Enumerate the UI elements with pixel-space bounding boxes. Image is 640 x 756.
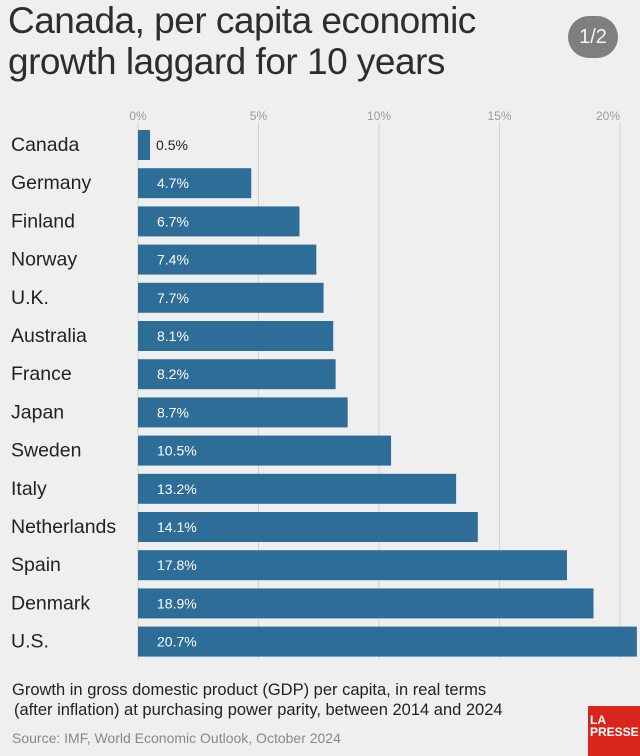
category-label: U.K. [11, 287, 49, 309]
bar[interactable] [138, 206, 300, 237]
la-presse-logo[interactable]: LA PRESSE [588, 706, 640, 756]
x-tick-label: 0% [129, 109, 147, 123]
source-note: Source: IMF, World Economic Outlook, Oct… [12, 730, 341, 746]
caption-line-1: Growth in gross domestic product (GDP) p… [12, 681, 487, 699]
category-label: Canada [11, 134, 79, 156]
category-label: Norway [11, 249, 77, 271]
chart-caption: Growth in gross domestic product (GDP) p… [12, 680, 572, 720]
bar[interactable] [138, 244, 317, 275]
category-label: Finland [11, 210, 75, 232]
value-label: 8.7% [157, 404, 189, 420]
x-tick-label: 20% [596, 109, 620, 123]
category-label: France [11, 363, 72, 385]
value-label: 8.1% [157, 328, 189, 344]
value-label: 8.2% [157, 366, 189, 382]
caption-line-2: (after inflation) at purchasing power pa… [14, 701, 503, 719]
value-label: 14.1% [157, 519, 197, 535]
bar[interactable] [138, 282, 324, 313]
bar[interactable] [138, 473, 457, 504]
chart-title: Canada, per capita economic growth lagga… [8, 0, 476, 82]
bar[interactable] [138, 512, 478, 542]
category-label: U.S. [11, 631, 49, 653]
value-label: 18.9% [157, 595, 197, 611]
value-label: 6.7% [157, 213, 189, 229]
category-label: Italy [11, 478, 47, 500]
category-label: Netherlands [11, 516, 116, 538]
logo-line-2: PRESSE [590, 725, 639, 739]
bar[interactable] [138, 359, 336, 390]
bar[interactable] [138, 588, 594, 619]
value-label: 0.5% [156, 137, 188, 153]
value-label: 13.2% [157, 481, 197, 497]
bar[interactable] [138, 397, 348, 428]
category-label: Spain [11, 554, 61, 576]
x-tick-label: 5% [250, 109, 268, 123]
x-tick-label: 10% [367, 109, 391, 123]
category-label: Germany [11, 172, 91, 194]
value-label: 7.7% [157, 290, 189, 306]
category-label: Denmark [11, 592, 90, 614]
category-label: Sweden [11, 440, 81, 462]
x-tick-label: 15% [487, 109, 511, 123]
bar[interactable] [138, 321, 334, 351]
category-label: Japan [11, 401, 64, 423]
bar[interactable] [138, 168, 252, 199]
bar[interactable] [138, 550, 567, 581]
value-label: 7.4% [157, 252, 189, 268]
bar[interactable] [138, 130, 151, 160]
bar-chart: 0% 5% 10% 15% 20% Canada 0.5% Germany 4.7% Finlan… [11, 109, 637, 660]
value-label: 4.7% [157, 175, 189, 191]
value-label: 10.5% [157, 443, 197, 459]
value-label: 17.8% [157, 557, 197, 573]
bar[interactable] [138, 435, 392, 466]
logo-line-1: LA [590, 713, 606, 727]
bar[interactable] [138, 626, 637, 657]
value-label: 20.7% [157, 634, 197, 650]
category-label: Australia [11, 325, 87, 347]
page-indicator-badge[interactable]: 1/2 [568, 16, 618, 58]
